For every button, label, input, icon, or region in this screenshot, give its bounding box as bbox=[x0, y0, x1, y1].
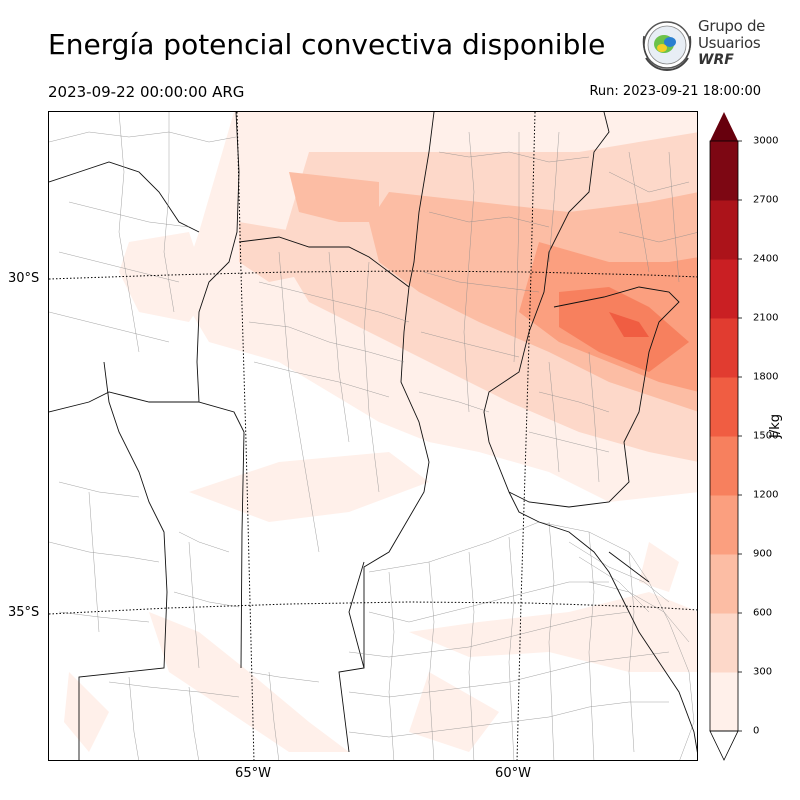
colorbar-swatch bbox=[710, 259, 738, 319]
colorbar: 0 300 600 900 1200 1500 1800 2100 2400 2700 3000 bbox=[708, 111, 778, 763]
logo-line-2: Usuarios bbox=[698, 34, 761, 52]
colorbar-tick-label: 1200 bbox=[753, 489, 779, 501]
logo-line-3: WRF bbox=[698, 52, 734, 68]
colorbar-tick-label: 900 bbox=[753, 548, 773, 560]
cape-fill-layer bbox=[64, 112, 697, 752]
graticule bbox=[49, 112, 697, 760]
colorbar-tick-label: 2400 bbox=[753, 253, 779, 265]
lat-label-30s: 30°S bbox=[8, 271, 40, 286]
colorbar-swatches bbox=[709, 112, 742, 761]
colorbar-tick-label: 600 bbox=[753, 607, 773, 619]
colorbar-swatch bbox=[710, 377, 738, 437]
colorbar-swatch bbox=[710, 554, 738, 614]
colorbar-swatch bbox=[710, 436, 738, 496]
colorbar-swatch bbox=[710, 495, 738, 555]
colorbar-unit-label: J/kg bbox=[768, 414, 783, 438]
lat-label-35s: 35°S bbox=[8, 605, 40, 620]
colorbar-under-arrow bbox=[709, 730, 739, 761]
colorbar-tick-label: 3000 bbox=[753, 135, 779, 147]
lon-label-60w: 60°W bbox=[495, 766, 531, 781]
buenos-aires-partidos bbox=[348, 521, 695, 760]
logo-line-1: Grupo de bbox=[698, 17, 766, 35]
run-time-label: Run: 2023-09-21 18:00:00 bbox=[589, 84, 761, 99]
colorbar-tick-label: 0 bbox=[753, 725, 760, 737]
logo-emblem-icon bbox=[642, 21, 692, 72]
colorbar-tick-label: 2100 bbox=[753, 312, 779, 324]
lon-label-65w: 65°W bbox=[235, 766, 271, 781]
valid-time-label: 2023-09-22 00:00:00 ARG bbox=[48, 83, 245, 101]
cape-map bbox=[48, 111, 698, 761]
province-boundaries bbox=[49, 112, 680, 760]
colorbar-tick-label: 2700 bbox=[753, 194, 779, 206]
map-title: Energía potencial convectiva disponible bbox=[48, 28, 606, 61]
colorbar-swatch bbox=[710, 672, 738, 732]
colorbar-tick-label: 1800 bbox=[753, 371, 779, 383]
colorbar-over-arrow bbox=[710, 112, 738, 141]
colorbar-tick-label: 1500 bbox=[753, 430, 779, 442]
colorbar-swatch bbox=[710, 318, 738, 378]
map-canvas bbox=[49, 112, 697, 760]
wrf-group-logo: Grupo de Usuarios WRF bbox=[638, 18, 768, 74]
colorbar-swatch bbox=[710, 200, 738, 260]
colorbar-tick-label: 300 bbox=[753, 666, 773, 678]
colorbar-swatch bbox=[710, 141, 738, 201]
coastline bbox=[508, 491, 697, 753]
colorbar-swatch bbox=[710, 613, 738, 673]
department-boundaries bbox=[49, 112, 697, 760]
